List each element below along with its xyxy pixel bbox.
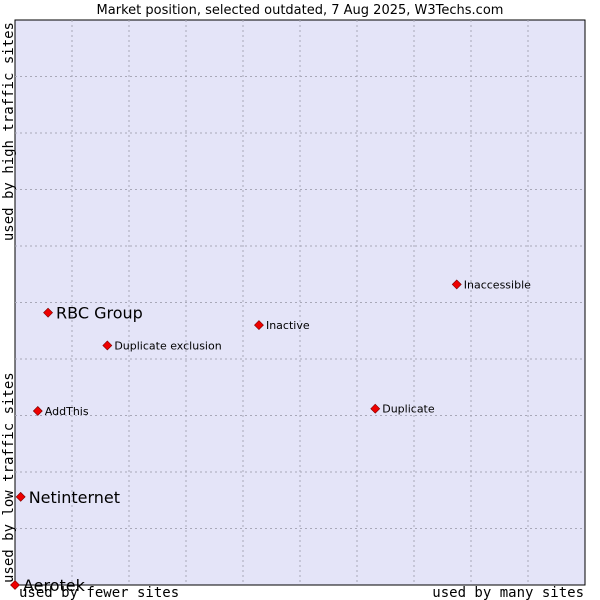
y-axis-label-bottom: used by low traffic sites bbox=[1, 372, 17, 583]
point-label-duplicate: Duplicate bbox=[382, 403, 435, 416]
point-label-rbc-group: RBC Group bbox=[56, 304, 143, 323]
point-marker-duplicate-exclusion bbox=[102, 340, 113, 351]
point-label-addthis: AddThis bbox=[45, 405, 89, 418]
point-label-inactive: Inactive bbox=[266, 319, 310, 332]
point-marker-inaccessible bbox=[451, 279, 462, 290]
point-label-duplicate-exclusion: Duplicate exclusion bbox=[114, 339, 221, 352]
x-axis-label-right: used by many sites bbox=[432, 585, 584, 600]
chart-title: Market position, selected outdated, 7 Au… bbox=[97, 3, 504, 18]
point-marker-addthis bbox=[32, 406, 43, 416]
point-marker-inactive bbox=[254, 320, 264, 331]
point-marker-aerotek bbox=[10, 580, 20, 590]
point-label-aerotek: Aerotek bbox=[23, 576, 86, 595]
y-axis-label-top: used by high traffic sites bbox=[1, 22, 17, 241]
point-marker-duplicate bbox=[370, 403, 381, 414]
x-axis-label-left: used by fewer sites bbox=[19, 585, 179, 600]
data-points: RBC Group Netinternet Aerotek Inaccessible I… bbox=[10, 278, 531, 595]
point-marker-rbc-group bbox=[43, 307, 53, 318]
point-marker-netinternet bbox=[15, 491, 26, 502]
grid-lines bbox=[15, 20, 585, 585]
point-label-netinternet: Netinternet bbox=[29, 488, 120, 507]
point-label-inaccessible: Inaccessible bbox=[464, 278, 531, 291]
